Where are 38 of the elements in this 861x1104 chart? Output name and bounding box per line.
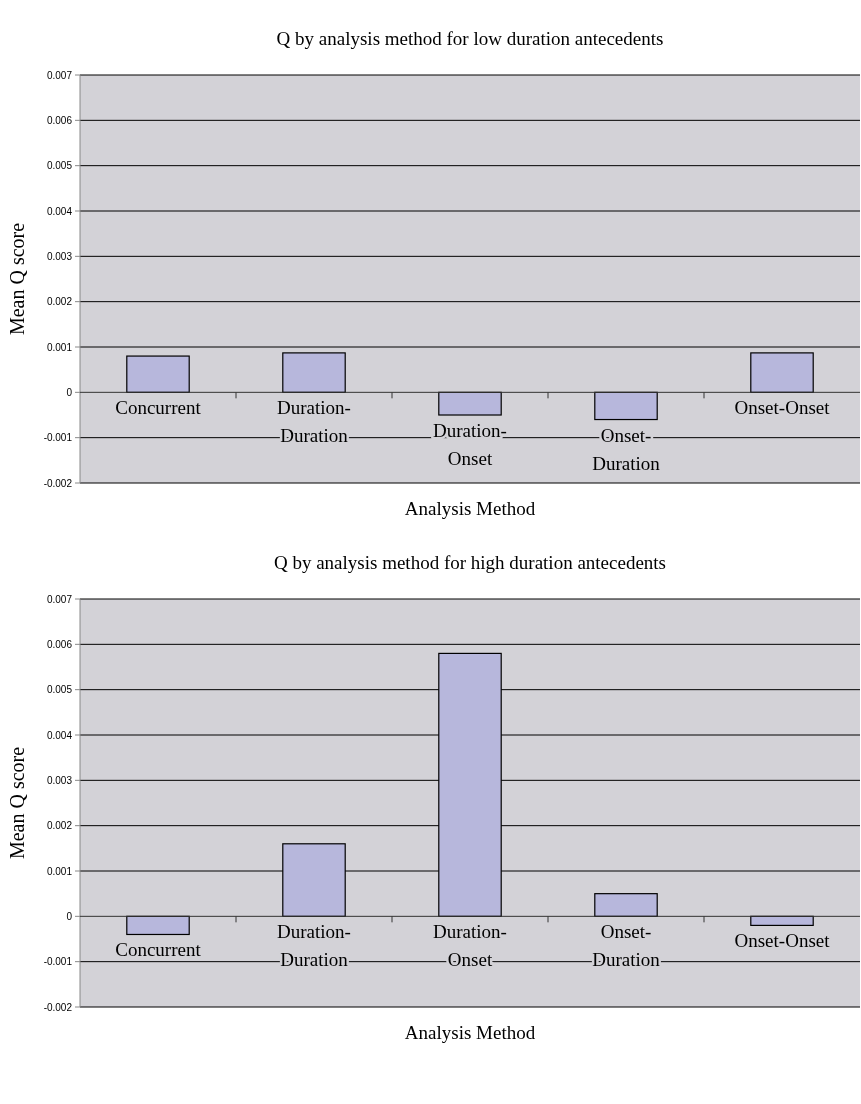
bar	[594, 893, 658, 917]
bar	[126, 915, 190, 936]
y-tick-label: 0.003	[46, 250, 73, 262]
y-tick-label: 0.006	[46, 638, 73, 650]
x-tick-label: Onset-Onset	[734, 930, 831, 952]
x-axis-title: Analysis Method	[404, 498, 536, 519]
y-tick-label: 0.001	[46, 865, 73, 877]
y-tick-label: 0.004	[46, 729, 73, 741]
x-axis-title: Analysis Method	[404, 1022, 536, 1043]
y-tick-label: 0	[66, 910, 73, 922]
y-tick-label: 0.002	[46, 296, 73, 308]
chart-title: Q by analysis method for high duration antecedents	[273, 552, 667, 573]
chart-title: Q by analysis method for low duration antecedents	[276, 28, 664, 49]
y-tick-label: 0.005	[46, 684, 73, 696]
bar	[126, 355, 190, 393]
y-tick-label: -0.002	[43, 1001, 73, 1013]
x-tick-label: Concurrent	[115, 397, 202, 419]
y-axis-title: Mean Q score	[6, 222, 28, 336]
y-tick-label: 0.006	[46, 114, 73, 126]
bar	[282, 352, 346, 393]
bar	[594, 391, 658, 421]
bar	[438, 391, 502, 416]
y-tick-label: 0.003	[46, 774, 73, 786]
y-tick-label: 0.001	[46, 341, 73, 353]
y-tick-label: 0.004	[46, 205, 73, 217]
x-tick-label: Concurrent	[115, 939, 202, 961]
y-tick-label: 0.007	[46, 593, 73, 605]
y-tick-label: -0.002	[43, 477, 73, 489]
y-tick-label: 0.002	[46, 820, 73, 832]
x-tick-label: Onset-Onset	[734, 397, 831, 419]
y-axis-title: Mean Q score	[6, 746, 28, 860]
y-tick-label: 0.007	[46, 69, 73, 81]
y-tick-label: 0.005	[46, 160, 73, 172]
y-tick-label: -0.001	[43, 956, 73, 968]
bar	[750, 352, 814, 393]
y-tick-label: -0.001	[43, 432, 73, 444]
x-tick-label: Duration-Onset	[433, 420, 507, 469]
y-tick-label: 0	[66, 386, 73, 398]
